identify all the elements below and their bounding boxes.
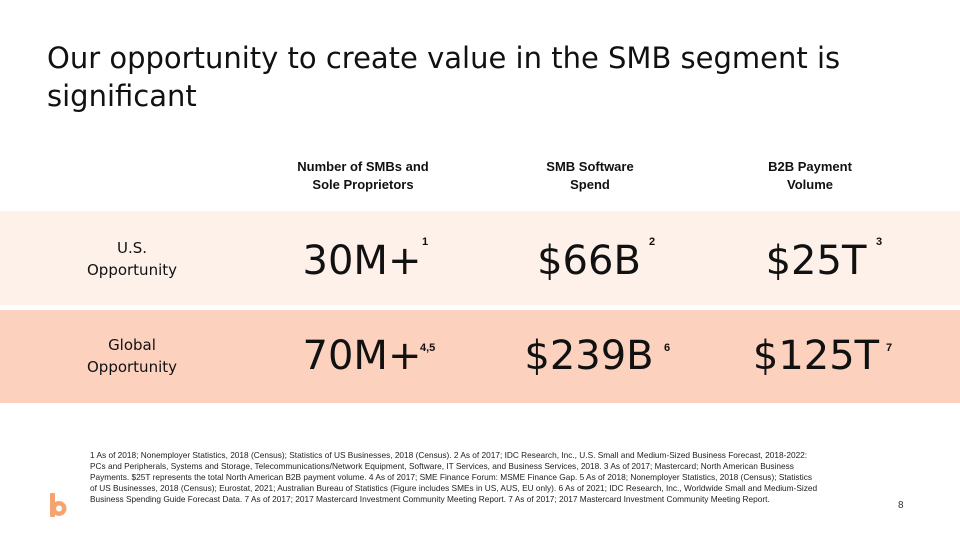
column-header-b2b-payment-volume: B2B Payment Volume [768,159,852,192]
global-b2b-payment-value: $125T [752,333,880,379]
global-smb-count-footnote: 4,5 [420,342,436,354]
us-b2b-payment-footnote: 3 [876,236,883,248]
us-smb-count-footnote: 1 [422,236,429,248]
us-smb-count-value: 30M+ [302,238,422,284]
global-smb-count-value: 70M+ [302,333,422,379]
bill-logo-icon [50,493,67,517]
global-opportunity-row [0,310,960,403]
column-header-smbs: Number of SMBs and Sole Proprietors [297,159,429,192]
us-b2b-payment-value: $25T [765,238,867,284]
slide-title: Our opportunity to create value in the S… [47,41,841,113]
row-label-global: Global Opportunity [86,336,177,376]
page-number: 8 [898,500,904,511]
us-software-spend-footnote: 2 [649,236,656,248]
global-software-spend-footnote: 6 [664,342,671,354]
column-header-software-spend: SMB Software Spend [546,159,634,192]
us-opportunity-row [0,211,960,305]
us-software-spend-value: $66B [537,238,641,284]
global-software-spend-value: $239B [524,333,654,379]
footnotes: 1 As of 2018; Nonemployer Statistics, 20… [90,450,818,504]
row-label-us: U.S. Opportunity [86,239,177,279]
global-b2b-payment-footnote: 7 [886,342,893,354]
